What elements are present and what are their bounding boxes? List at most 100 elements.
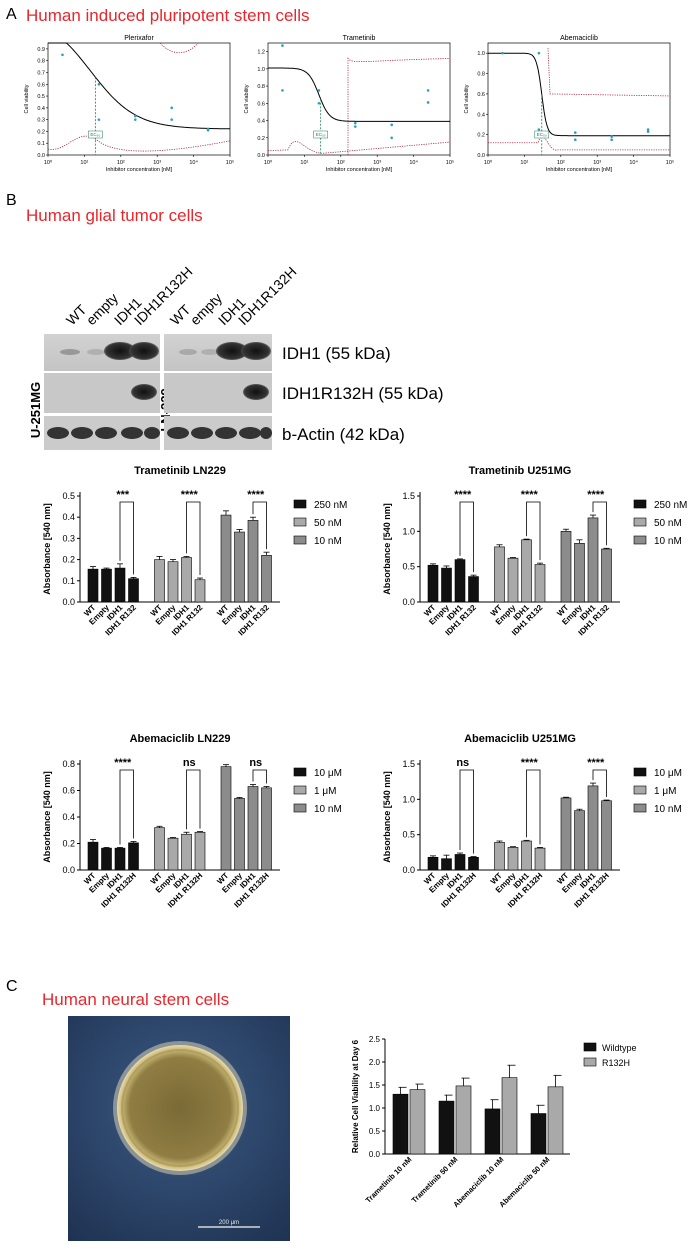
- panel-title-c: Human neural stem cells: [42, 990, 230, 1009]
- x-tick-label: 10⁰: [484, 159, 493, 166]
- legend-swatch: [293, 803, 307, 813]
- significance-bracket: [592, 501, 607, 546]
- panel-letter-b: B: [6, 192, 17, 209]
- data-point: [133, 114, 137, 118]
- bar: [114, 847, 126, 871]
- legend-swatch: [293, 517, 307, 527]
- significance-label: ns: [183, 757, 196, 769]
- bar: [261, 555, 272, 603]
- bar: [220, 766, 232, 871]
- significance-label: ****: [587, 489, 605, 501]
- y-tick-label: 0.1: [62, 576, 75, 586]
- confidence-lower-line: [488, 136, 670, 151]
- legend-swatch: [583, 1042, 597, 1052]
- data-point: [317, 89, 321, 92]
- x-tick-label: 10³: [153, 160, 161, 166]
- y-tick-label: 1.5: [402, 491, 415, 501]
- x-tick-label: 10⁰: [264, 159, 273, 166]
- band-label-idh1: IDH1 (55 kDa): [282, 344, 391, 363]
- bar: [194, 831, 206, 871]
- data-point: [610, 135, 613, 138]
- chart-abemaciclib-u251mg: Abemaciclib U251MG 0.0 0.5 1.0 1.5 Absorbance…: [382, 733, 682, 909]
- data-point: [353, 125, 357, 128]
- chart-title: Trametinib LN229: [134, 465, 226, 477]
- legend-swatch: [633, 767, 647, 777]
- chart-title: Trametinib: [343, 35, 376, 42]
- y-tick-label: 0.4: [62, 512, 75, 522]
- x-tick-label: 10⁵: [226, 159, 234, 166]
- significance-label: ****: [181, 489, 199, 501]
- significance-label: ***: [116, 489, 130, 501]
- x-tick-label: 10⁰: [44, 159, 53, 166]
- chart-title: Trametinib U251MG: [469, 465, 572, 477]
- significance-bracket: [119, 501, 134, 575]
- y-axis-label: Absorbance [540 nm]: [42, 503, 52, 595]
- bar: [181, 557, 192, 603]
- y-tick-label: 0.4: [37, 106, 45, 112]
- y-tick-label: 0.5: [402, 562, 415, 572]
- bar: [521, 840, 532, 871]
- bar: [247, 786, 259, 871]
- bar: [560, 531, 572, 603]
- legend-swatch: [583, 1057, 597, 1067]
- data-point: [426, 89, 430, 92]
- legend-swatch: [633, 535, 647, 545]
- chart-trametinib-ipsc: Trametinib 10⁰ 10¹ 10² 10³ 10⁴ 10⁵ 0.0 0.2 0.4 0.6…: [244, 35, 454, 173]
- fit-curve: [48, 42, 230, 130]
- band-label-actin: b-Actin (42 kDa): [282, 425, 405, 444]
- x-tick-label: 10²: [117, 160, 125, 166]
- bar: [484, 1108, 501, 1155]
- x-axis-label: Inhibitor concentration [nM]: [326, 167, 393, 173]
- bar: [101, 847, 112, 871]
- data-point: [97, 82, 101, 86]
- chart-cell-viability-day6: 0.0 0.5 1.0 1.5 2.0 2.5 Relative Cell Viabilit…: [351, 1035, 637, 1209]
- confidence-upper-line: [547, 48, 671, 97]
- y-tick-label: 0.5: [402, 830, 415, 840]
- panel-title-b: Human glial tumor cells: [26, 206, 203, 225]
- bar: [167, 561, 179, 603]
- bar: [154, 827, 165, 871]
- bar: [521, 539, 532, 603]
- y-tick-label: 0.1: [37, 141, 45, 147]
- legend-label: 10 nM: [654, 804, 682, 815]
- y-tick-label: 0.4: [477, 112, 485, 118]
- bar: [181, 833, 192, 871]
- data-point: [537, 128, 541, 131]
- significance-bracket: [252, 769, 267, 784]
- plot-frame: [267, 42, 451, 156]
- significance-label: ****: [521, 757, 539, 769]
- x-tick-label: 10³: [373, 160, 381, 166]
- bar: [101, 568, 112, 603]
- bar: [587, 785, 599, 871]
- bar: [154, 559, 165, 603]
- y-tick-label: 1.2: [257, 50, 265, 56]
- y-tick-label: 0.6: [477, 92, 485, 98]
- panel-title-a: Human induced pluripotent stem cells: [26, 6, 310, 25]
- ec50-box: [534, 130, 550, 139]
- bar: [507, 557, 519, 603]
- bar: [247, 520, 259, 603]
- chart-trametinib-u251mg: Trametinib U251MG 0.0 0.5 1.0 1.5 Absorbance …: [382, 465, 687, 637]
- bar: [234, 531, 245, 603]
- bar: [587, 517, 599, 603]
- y-axis-label: Absorbance [540 nm]: [382, 771, 392, 863]
- bar: [468, 576, 479, 603]
- confidence-upper-line: [347, 57, 451, 155]
- significance-bracket: [592, 769, 607, 798]
- data-point: [170, 106, 173, 110]
- y-tick-label: 0.5: [37, 94, 45, 100]
- data-point: [426, 101, 430, 104]
- bar: [87, 841, 99, 871]
- legend-label: R132H: [602, 1058, 630, 1068]
- bar: [560, 797, 572, 871]
- y-tick-label: 0.8: [477, 72, 485, 78]
- bar: [167, 837, 179, 871]
- ec50-label: EC₅₀: [537, 132, 547, 137]
- y-axis-label: Relative Cell Viability at Day 6: [351, 1039, 360, 1153]
- blot-membrane-left: [44, 334, 160, 450]
- fit-curve: [488, 52, 670, 137]
- data-point: [61, 53, 64, 57]
- y-tick-label: 0.5: [369, 1127, 381, 1136]
- legend-swatch: [293, 499, 307, 509]
- chart-trametinib-ln229: Trametinib LN229 0.0 0.1 0.2 0.3 0.4 0.5 Absorb…: [42, 465, 347, 637]
